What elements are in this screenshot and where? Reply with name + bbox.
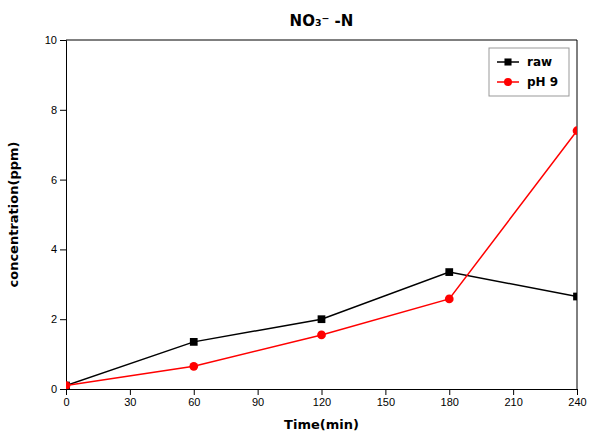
legend-marker [504, 78, 512, 86]
tick-mark [513, 389, 514, 395]
tick-mark [449, 389, 450, 395]
tick: 150 [377, 389, 395, 408]
tick: 4 [51, 243, 66, 255]
tick-mark [60, 110, 66, 111]
point [445, 295, 454, 304]
tick-mark [60, 180, 66, 181]
tick-label: 180 [441, 396, 459, 408]
tick-mark [130, 389, 131, 395]
tick-label: 30 [124, 396, 136, 408]
tick-label: 0 [63, 396, 69, 408]
tick-mark [322, 389, 323, 395]
tick: 210 [504, 389, 522, 408]
point [318, 315, 326, 323]
chart: 0 30 60 90 120 150 180 210 240 0 2 4 6 8 10 raw pH 9 NO₃⁻… [0, 0, 599, 441]
x-axis-title: Time(min) [284, 417, 359, 432]
legend-label: raw [527, 55, 552, 69]
tick-label: 120 [313, 396, 331, 408]
point [573, 293, 577, 301]
tick: 90 [252, 389, 264, 408]
tick-mark [577, 389, 578, 395]
legend-box [489, 48, 569, 96]
tick: 60 [188, 389, 200, 408]
legend-label: pH 9 [527, 75, 558, 89]
point [317, 331, 326, 340]
plot: 0 30 60 90 120 150 180 210 240 0 2 4 6 8 10 raw pH 9 [45, 34, 587, 408]
tick-mark [194, 389, 195, 395]
tick-label: 150 [377, 396, 395, 408]
legend: raw pH 9 [489, 48, 569, 96]
tick-mark [60, 249, 66, 250]
tick-label: 4 [51, 243, 57, 255]
data [66, 126, 577, 389]
point [66, 382, 70, 389]
tick: 0 [63, 389, 69, 408]
tick-mark [385, 389, 386, 395]
tick: 2 [51, 313, 66, 325]
tick: 10 [45, 34, 66, 46]
point [190, 338, 198, 346]
tick-mark [60, 389, 66, 390]
y-axis-title: concentration(ppm) [6, 142, 21, 288]
point [445, 268, 453, 276]
tick-mark [60, 319, 66, 320]
tick-label: 2 [51, 313, 57, 325]
title: NO₃⁻ -N [290, 12, 354, 30]
frame [577, 40, 578, 389]
tick: 30 [124, 389, 136, 408]
x-axis: 0 30 60 90 120 150 180 210 240 [63, 389, 586, 408]
frame [66, 40, 577, 41]
tick: 8 [51, 104, 66, 116]
tick-label: 10 [45, 34, 57, 46]
axis-line [67, 390, 578, 396]
tick: 0 [51, 383, 66, 395]
line [66, 272, 577, 385]
tick: 180 [441, 389, 459, 408]
legend-item: raw [497, 55, 552, 69]
tick-mark [60, 40, 66, 41]
legend-item: pH 9 [497, 75, 558, 89]
tick-label: 0 [51, 383, 57, 395]
tick-label: 240 [568, 396, 586, 408]
line [66, 131, 577, 386]
tick-mark [258, 389, 259, 395]
tick: 6 [51, 174, 66, 186]
tick-label: 6 [51, 174, 57, 186]
tick: 240 [568, 389, 586, 408]
y-axis: 0 2 4 6 8 10 [45, 34, 67, 395]
tick-label: 210 [504, 396, 522, 408]
tick-label: 60 [188, 396, 200, 408]
point [573, 126, 577, 135]
point [189, 362, 198, 371]
axis-line [60, 41, 67, 390]
legend-marker [504, 58, 511, 65]
tick-label: 8 [51, 104, 57, 116]
tick-label: 90 [252, 396, 264, 408]
point [66, 381, 70, 389]
tick: 120 [313, 389, 331, 408]
